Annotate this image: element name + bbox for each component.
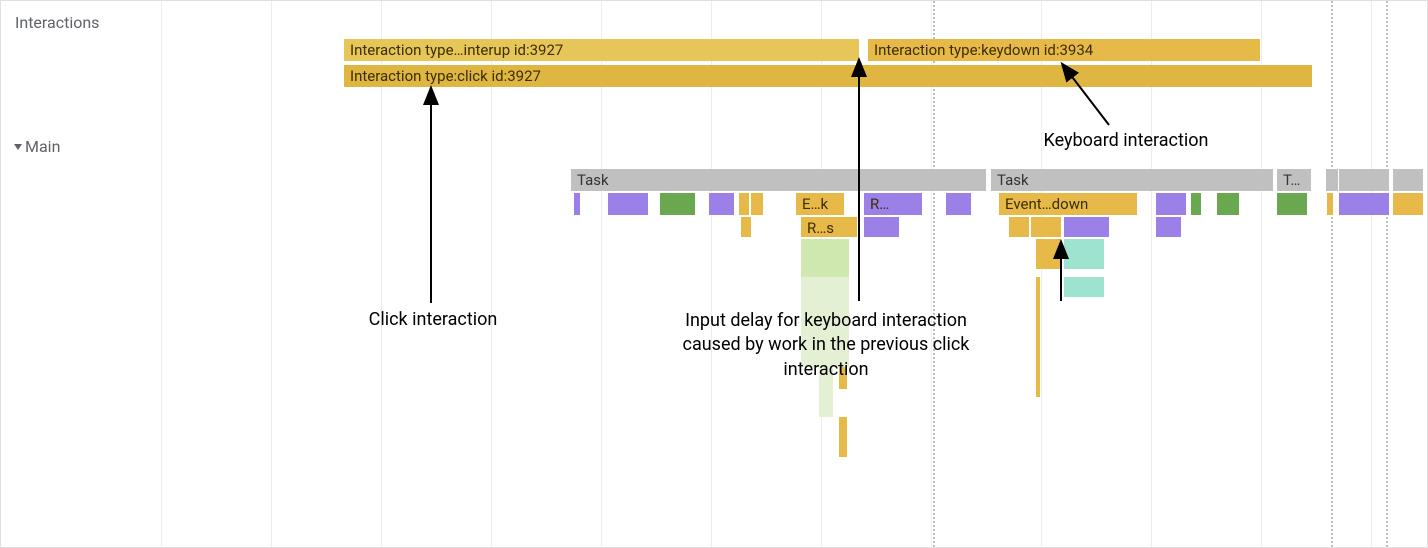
- annotation-arrows: [1, 1, 1428, 548]
- annotation-layer: Click interactionKeyboard interactionInp…: [1, 1, 1427, 547]
- performance-profiler-timeline: Interactions Main Interaction type…inter…: [0, 0, 1428, 548]
